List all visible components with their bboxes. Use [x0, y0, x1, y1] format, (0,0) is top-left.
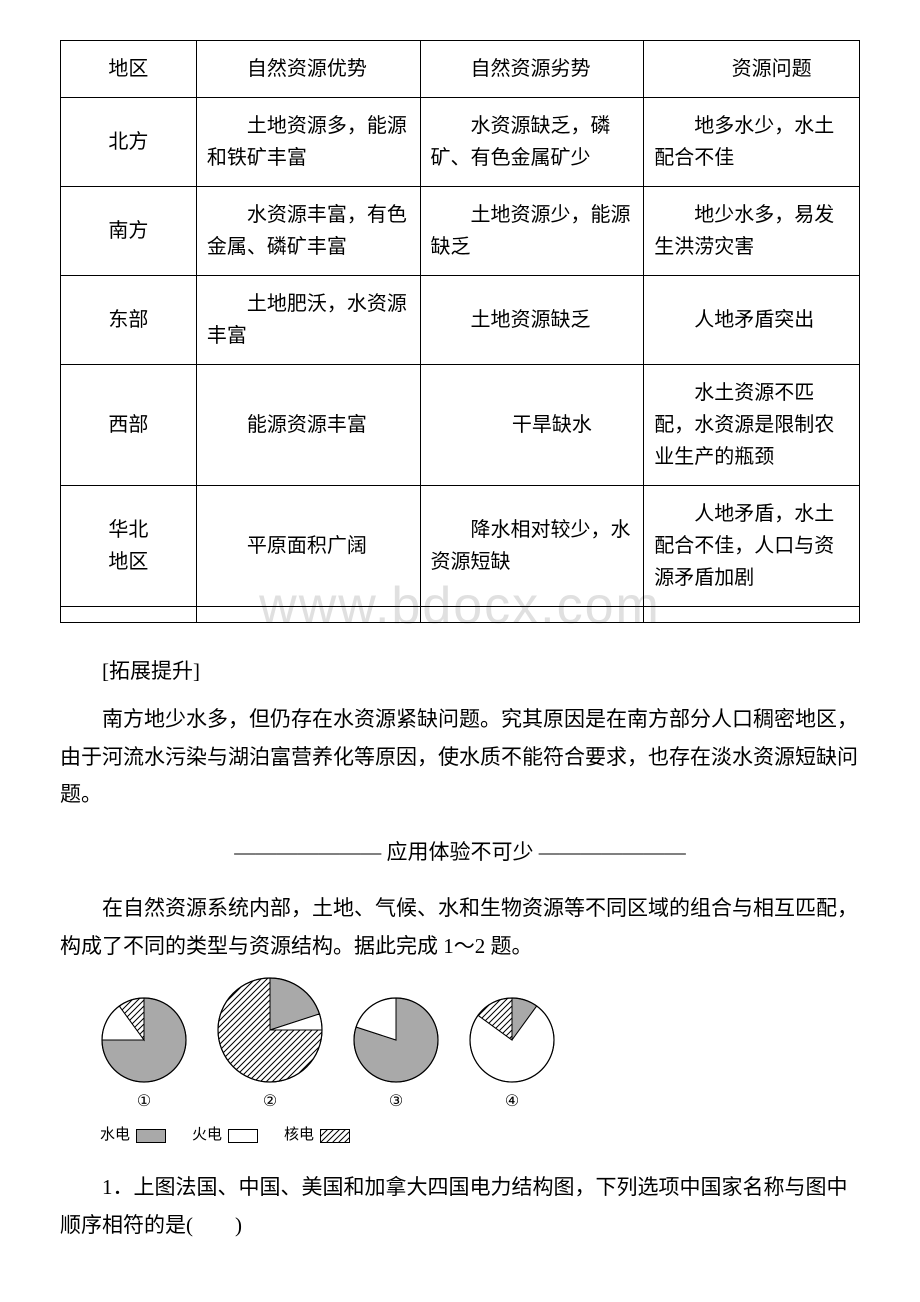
- legend-swatch-icon: [136, 1129, 166, 1143]
- chart-legend: 水电 火电 核电: [100, 1122, 860, 1149]
- cell-region: 西部: [61, 365, 197, 486]
- pie-chart-icon: [468, 996, 556, 1084]
- cell-region: 华北 地区: [61, 486, 197, 607]
- legend-swatch-icon: [228, 1129, 258, 1143]
- legend-item: 核电: [284, 1122, 350, 1149]
- cell-region: 东部: [61, 276, 197, 365]
- table-row: 北方 土地资源多，能源和铁矿丰富 水资源缺乏，磷矿、有色金属矿少 地多水少，水土…: [61, 98, 860, 187]
- pie-chart: ①: [100, 996, 188, 1117]
- question-1: 1．上图法国、中国、美国和加拿大四国电力结构图，下列选项中国家名称与图中顺序相符…: [60, 1169, 860, 1245]
- pie-label: ④: [505, 1088, 519, 1117]
- pie-label: ①: [137, 1088, 151, 1117]
- header-disadvantage: 自然资源劣势: [420, 41, 644, 98]
- legend-item: 火电: [192, 1122, 258, 1149]
- legend-label: 火电: [192, 1122, 222, 1149]
- cell-disadvantage: 土地资源缺乏: [420, 276, 644, 365]
- table-header-row: 地区 自然资源优势 自然资源劣势 资源问题: [61, 41, 860, 98]
- pie-charts-row: ① ② ③ ④: [100, 976, 860, 1117]
- pie-chart-icon: [216, 976, 324, 1084]
- cell-issue: 人地矛盾，水土配合不佳，人口与资源矛盾加剧: [644, 486, 860, 607]
- cell-disadvantage: 干旱缺水: [420, 365, 644, 486]
- cell-advantage: 能源资源丰富: [196, 365, 420, 486]
- intro-paragraph: 在自然资源系统内部，土地、气候、水和生物资源等不同区域的组合与相互匹配，构成了不…: [60, 890, 860, 966]
- cell-region: 南方: [61, 187, 197, 276]
- extension-title: [拓展提升]: [60, 653, 860, 691]
- legend-label: 核电: [284, 1122, 314, 1149]
- resource-table: 地区 自然资源优势 自然资源劣势 资源问题 北方 土地资源多，能源和铁矿丰富 水…: [60, 40, 860, 623]
- legend-label: 水电: [100, 1122, 130, 1149]
- cell-disadvantage: 水资源缺乏，磷矿、有色金属矿少: [420, 98, 644, 187]
- cell-advantage: 水资源丰富，有色金属、磷矿丰富: [196, 187, 420, 276]
- cell-disadvantage: 降水相对较少，水资源短缺: [420, 486, 644, 607]
- pie-chart: ③: [352, 996, 440, 1117]
- cell-issue: 水土资源不匹配，水资源是限制农业生产的瓶颈: [644, 365, 860, 486]
- legend-swatch-icon: [320, 1129, 350, 1143]
- cell-issue: 人地矛盾突出: [644, 276, 860, 365]
- cell-region: 北方: [61, 98, 197, 187]
- header-region: 地区: [61, 41, 197, 98]
- pie-chart-icon: [352, 996, 440, 1084]
- table-empty-row: [61, 607, 860, 623]
- cell-issue: 地少水多，易发生洪涝灾害: [644, 187, 860, 276]
- header-issue: 资源问题: [644, 41, 860, 98]
- pie-chart: ②: [216, 976, 324, 1117]
- cell-issue: 地多水少，水土配合不佳: [644, 98, 860, 187]
- extension-body: 南方地少水多，但仍存在水资源紧缺问题。究其原因是在南方部分人口稠密地区，由于河流…: [60, 701, 860, 814]
- cell-advantage: 土地肥沃，水资源丰富: [196, 276, 420, 365]
- header-advantage: 自然资源优势: [196, 41, 420, 98]
- cell-advantage: 土地资源多，能源和铁矿丰富: [196, 98, 420, 187]
- pie-chart-icon: [100, 996, 188, 1084]
- cell-disadvantage: 土地资源少，能源缺乏: [420, 187, 644, 276]
- legend-item: 水电: [100, 1122, 166, 1149]
- divider-line: ——————— 应用体验不可少 ———————: [60, 834, 860, 872]
- cell-advantage: 平原面积广阔: [196, 486, 420, 607]
- pie-label: ③: [389, 1088, 403, 1117]
- table-row: 东部 土地肥沃，水资源丰富 土地资源缺乏 人地矛盾突出: [61, 276, 860, 365]
- table-row: 南方 水资源丰富，有色金属、磷矿丰富 土地资源少，能源缺乏 地少水多，易发生洪涝…: [61, 187, 860, 276]
- table-row: 西部 能源资源丰富 干旱缺水 水土资源不匹配，水资源是限制农业生产的瓶颈: [61, 365, 860, 486]
- pie-label: ②: [263, 1088, 277, 1117]
- pie-chart: ④: [468, 996, 556, 1117]
- table-row: 华北 地区 平原面积广阔 降水相对较少，水资源短缺 人地矛盾，水土配合不佳，人口…: [61, 486, 860, 607]
